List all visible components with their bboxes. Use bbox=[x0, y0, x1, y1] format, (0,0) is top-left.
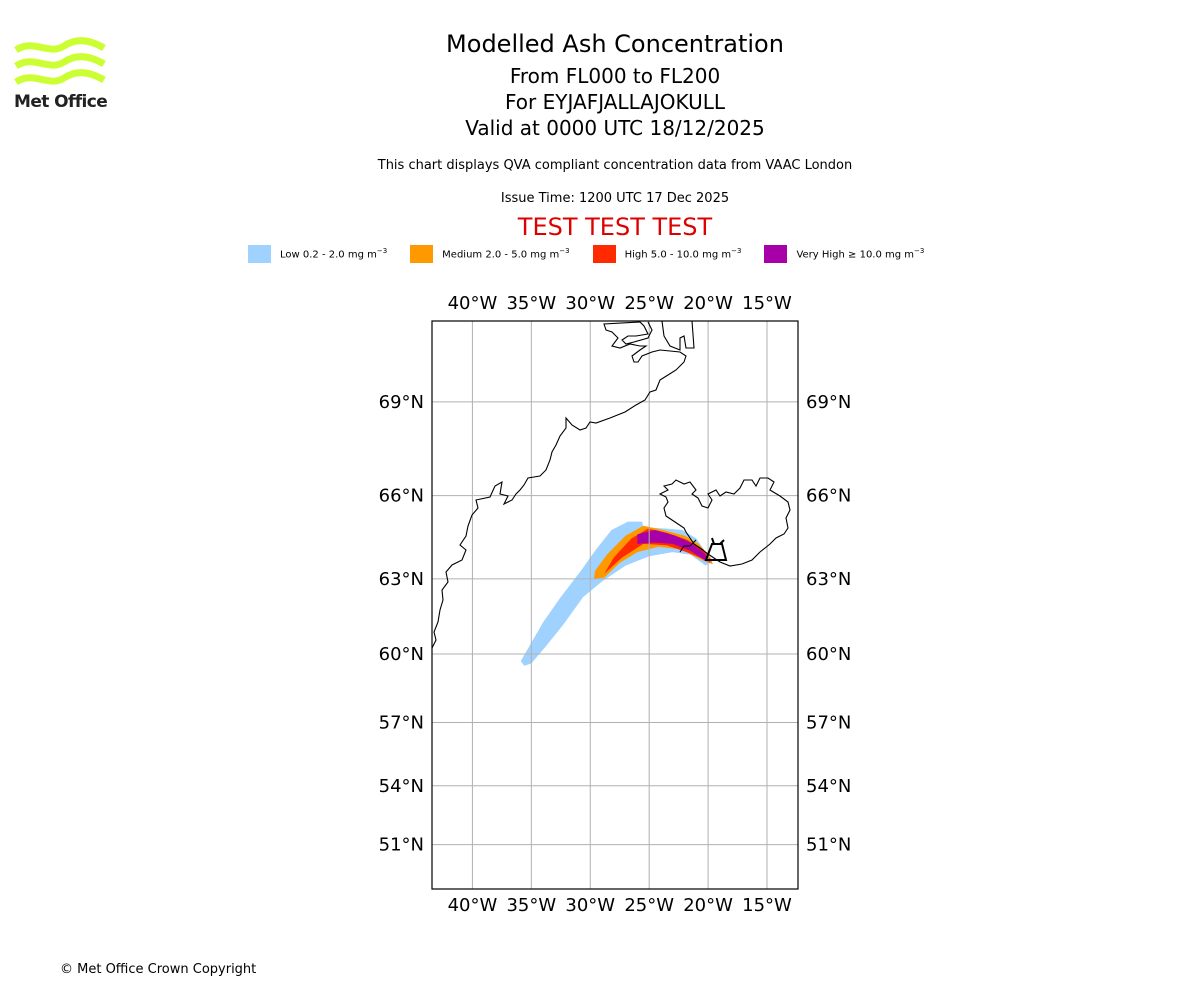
top-lon-tick-label: 25°W bbox=[624, 293, 674, 314]
bottom-lon-tick-label: 30°W bbox=[565, 895, 615, 916]
right-lat-tick-label: 54°N bbox=[806, 776, 851, 797]
top-lon-tick-label: 40°W bbox=[448, 293, 498, 314]
bottom-lon-tick-label: 20°W bbox=[683, 895, 733, 916]
top-lon-tick-label: 30°W bbox=[565, 293, 615, 314]
ash-plume-layer bbox=[520, 521, 713, 666]
met-office-logo-icon bbox=[14, 37, 106, 86]
legend-label-very-high: Very High ≥ 10.0 mg m−3 bbox=[796, 247, 925, 261]
greenland-coastline bbox=[432, 321, 687, 649]
right-lat-tick-label: 66°N bbox=[806, 486, 851, 507]
legend-swatch-low bbox=[248, 245, 271, 263]
ash-region-high bbox=[604, 528, 712, 574]
coastlines bbox=[432, 321, 791, 649]
issue-time: Issue Time: 1200 UTC 17 Dec 2025 bbox=[500, 191, 730, 206]
left-lat-tick-label: 60°N bbox=[379, 644, 424, 665]
chart-title: Modelled Ash Concentration bbox=[446, 30, 784, 58]
right-lat-tick-label: 60°N bbox=[806, 644, 851, 665]
axis-tick-labels: 40°W 40°W 35°W 35°W 30°W 30°W 25°W 25°W 20°W 20°W… bbox=[379, 293, 852, 916]
flight-level-range: From FL000 to FL200 bbox=[509, 64, 721, 88]
copyright-notice: © Met Office Crown Copyright bbox=[60, 962, 257, 977]
ash-region-very-high bbox=[637, 530, 711, 563]
left-lat-tick-label: 57°N bbox=[379, 713, 424, 734]
left-lat-tick-label: 54°N bbox=[379, 776, 424, 797]
top-lon-tick-label: 15°W bbox=[742, 293, 792, 314]
volcano-name: For EYJAFJALLAJOKULL bbox=[505, 90, 725, 114]
legend-item-high: High 5.0 - 10.0 mg m−3 bbox=[592, 245, 742, 263]
graticule bbox=[432, 321, 798, 889]
map-frame bbox=[431, 320, 799, 890]
met-office-logo-text: Met Office bbox=[14, 92, 108, 112]
bottom-lon-tick-label: 25°W bbox=[624, 895, 674, 916]
iceland-coastline bbox=[658, 477, 791, 567]
right-lat-tick-label: 63°N bbox=[806, 569, 851, 590]
legend: Low 0.2 - 2.0 mg m−3 Medium 2.0 - 5.0 mg… bbox=[248, 244, 947, 264]
legend-label-high: High 5.0 - 10.0 mg m−3 bbox=[624, 247, 742, 261]
legend-item-low: Low 0.2 - 2.0 mg m−3 bbox=[248, 245, 387, 263]
right-lat-tick-label: 69°N bbox=[806, 392, 851, 413]
legend-swatch-high bbox=[592, 245, 616, 263]
iceland-coastline-southwest bbox=[679, 539, 697, 553]
volcano-marker-icon bbox=[704, 537, 728, 561]
left-lat-tick-label: 66°N bbox=[379, 486, 424, 507]
top-lon-tick-label: 20°W bbox=[683, 293, 733, 314]
bottom-lon-tick-label: 15°W bbox=[742, 895, 792, 916]
left-lat-tick-label: 69°N bbox=[379, 392, 424, 413]
bottom-lon-tick-label: 40°W bbox=[448, 895, 498, 916]
chart-description: This chart displays QVA compliant concen… bbox=[377, 158, 853, 173]
left-lat-tick-label: 63°N bbox=[379, 569, 424, 590]
legend-label-medium: Medium 2.0 - 5.0 mg m−3 bbox=[442, 247, 570, 261]
bottom-lon-tick-label: 35°W bbox=[506, 895, 556, 916]
right-lat-tick-label: 57°N bbox=[806, 713, 851, 734]
legend-item-very-high: Very High ≥ 10.0 mg m−3 bbox=[764, 245, 924, 263]
greenland-coastline-north bbox=[661, 321, 695, 351]
legend-item-medium: Medium 2.0 - 5.0 mg m−3 bbox=[410, 245, 570, 263]
legend-label-low: Low 0.2 - 2.0 mg m−3 bbox=[280, 247, 388, 261]
left-lat-tick-label: 51°N bbox=[379, 835, 424, 856]
right-lat-tick-label: 51°N bbox=[806, 835, 851, 856]
valid-time: Valid at 0000 UTC 18/12/2025 bbox=[465, 116, 765, 140]
legend-swatch-medium bbox=[410, 245, 434, 263]
test-banner: TEST TEST TEST bbox=[517, 213, 713, 241]
top-lon-tick-label: 35°W bbox=[506, 293, 556, 314]
legend-swatch-very-high bbox=[764, 245, 788, 263]
